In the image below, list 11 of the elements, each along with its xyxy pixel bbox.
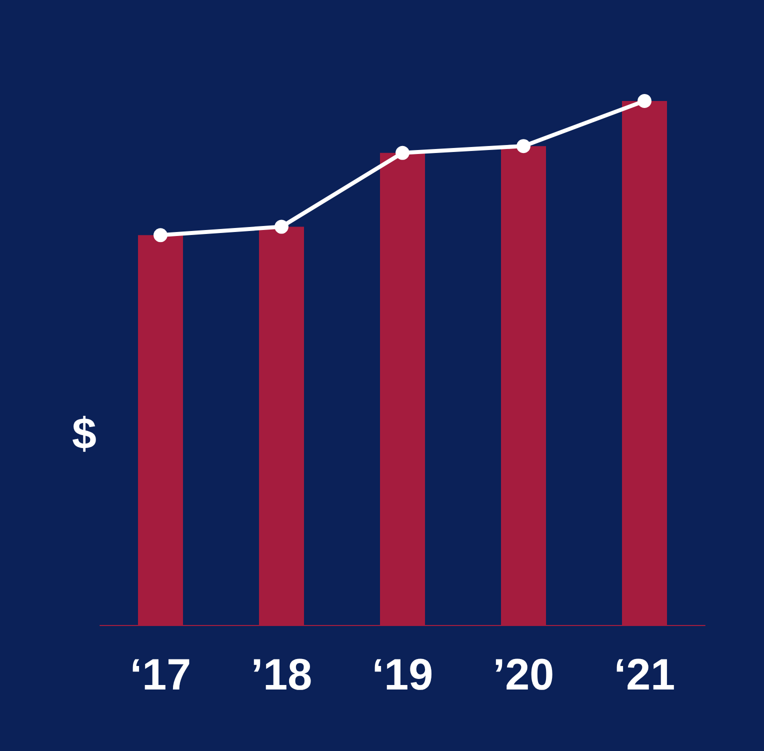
x-tick-label: ‘17 xyxy=(130,650,192,700)
point xyxy=(154,228,168,242)
y-axis-title: $ xyxy=(72,410,96,458)
point xyxy=(516,139,530,154)
point xyxy=(274,220,288,234)
x-tick-label: ’18 xyxy=(250,650,312,700)
point xyxy=(396,146,410,160)
x-tick-label: ‘19 xyxy=(372,650,434,700)
point xyxy=(638,94,652,108)
x-tick-label: ’20 xyxy=(492,650,554,700)
x-tick-label: ‘21 xyxy=(614,650,676,700)
